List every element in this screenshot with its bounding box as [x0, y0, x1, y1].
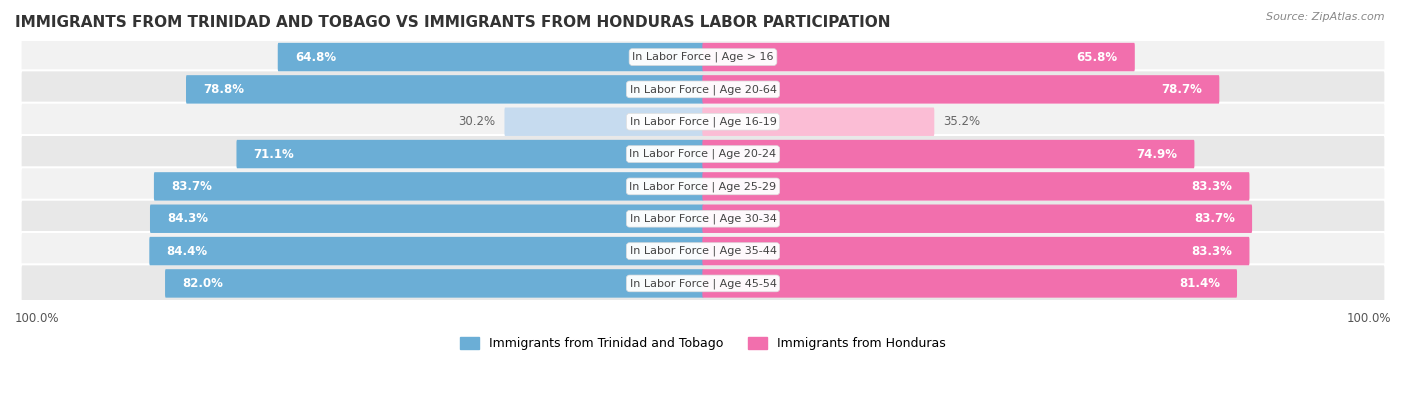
- FancyBboxPatch shape: [186, 75, 703, 103]
- Text: 82.0%: 82.0%: [183, 277, 224, 290]
- Text: 100.0%: 100.0%: [15, 312, 59, 325]
- FancyBboxPatch shape: [703, 75, 1219, 103]
- Text: 81.4%: 81.4%: [1180, 277, 1220, 290]
- Text: 83.7%: 83.7%: [172, 180, 212, 193]
- Text: In Labor Force | Age 20-64: In Labor Force | Age 20-64: [630, 84, 776, 95]
- Text: Source: ZipAtlas.com: Source: ZipAtlas.com: [1267, 12, 1385, 22]
- Text: 84.4%: 84.4%: [166, 245, 208, 258]
- Text: In Labor Force | Age > 16: In Labor Force | Age > 16: [633, 52, 773, 62]
- Text: IMMIGRANTS FROM TRINIDAD AND TOBAGO VS IMMIGRANTS FROM HONDURAS LABOR PARTICIPAT: IMMIGRANTS FROM TRINIDAD AND TOBAGO VS I…: [15, 15, 890, 30]
- FancyBboxPatch shape: [703, 172, 1250, 201]
- FancyBboxPatch shape: [236, 140, 703, 168]
- FancyBboxPatch shape: [505, 107, 703, 136]
- Text: In Labor Force | Age 45-54: In Labor Force | Age 45-54: [630, 278, 776, 289]
- FancyBboxPatch shape: [21, 135, 1385, 173]
- FancyBboxPatch shape: [703, 140, 1195, 168]
- FancyBboxPatch shape: [278, 43, 703, 71]
- Text: 71.1%: 71.1%: [253, 148, 294, 161]
- FancyBboxPatch shape: [21, 103, 1385, 141]
- FancyBboxPatch shape: [703, 237, 1250, 265]
- FancyBboxPatch shape: [703, 269, 1237, 298]
- Text: In Labor Force | Age 35-44: In Labor Force | Age 35-44: [630, 246, 776, 256]
- Text: 65.8%: 65.8%: [1077, 51, 1118, 64]
- FancyBboxPatch shape: [21, 38, 1385, 76]
- FancyBboxPatch shape: [153, 172, 703, 201]
- FancyBboxPatch shape: [703, 43, 1135, 71]
- Text: 35.2%: 35.2%: [943, 115, 980, 128]
- Text: 78.7%: 78.7%: [1161, 83, 1202, 96]
- Text: 83.7%: 83.7%: [1194, 212, 1234, 225]
- FancyBboxPatch shape: [21, 232, 1385, 270]
- FancyBboxPatch shape: [21, 167, 1385, 205]
- Text: 64.8%: 64.8%: [295, 51, 336, 64]
- Text: In Labor Force | Age 20-24: In Labor Force | Age 20-24: [630, 149, 776, 159]
- FancyBboxPatch shape: [149, 237, 703, 265]
- Text: In Labor Force | Age 16-19: In Labor Force | Age 16-19: [630, 117, 776, 127]
- Text: 30.2%: 30.2%: [458, 115, 495, 128]
- FancyBboxPatch shape: [703, 205, 1253, 233]
- Text: 74.9%: 74.9%: [1136, 148, 1177, 161]
- Text: In Labor Force | Age 30-34: In Labor Force | Age 30-34: [630, 213, 776, 224]
- Text: 83.3%: 83.3%: [1191, 180, 1233, 193]
- Text: 100.0%: 100.0%: [1347, 312, 1391, 325]
- Text: 78.8%: 78.8%: [202, 83, 245, 96]
- Text: In Labor Force | Age 25-29: In Labor Force | Age 25-29: [630, 181, 776, 192]
- FancyBboxPatch shape: [21, 70, 1385, 109]
- FancyBboxPatch shape: [21, 199, 1385, 238]
- Legend: Immigrants from Trinidad and Tobago, Immigrants from Honduras: Immigrants from Trinidad and Tobago, Imm…: [460, 337, 946, 350]
- FancyBboxPatch shape: [165, 269, 703, 298]
- Text: 83.3%: 83.3%: [1191, 245, 1233, 258]
- FancyBboxPatch shape: [703, 107, 935, 136]
- FancyBboxPatch shape: [21, 264, 1385, 303]
- FancyBboxPatch shape: [150, 205, 703, 233]
- Text: 84.3%: 84.3%: [167, 212, 208, 225]
